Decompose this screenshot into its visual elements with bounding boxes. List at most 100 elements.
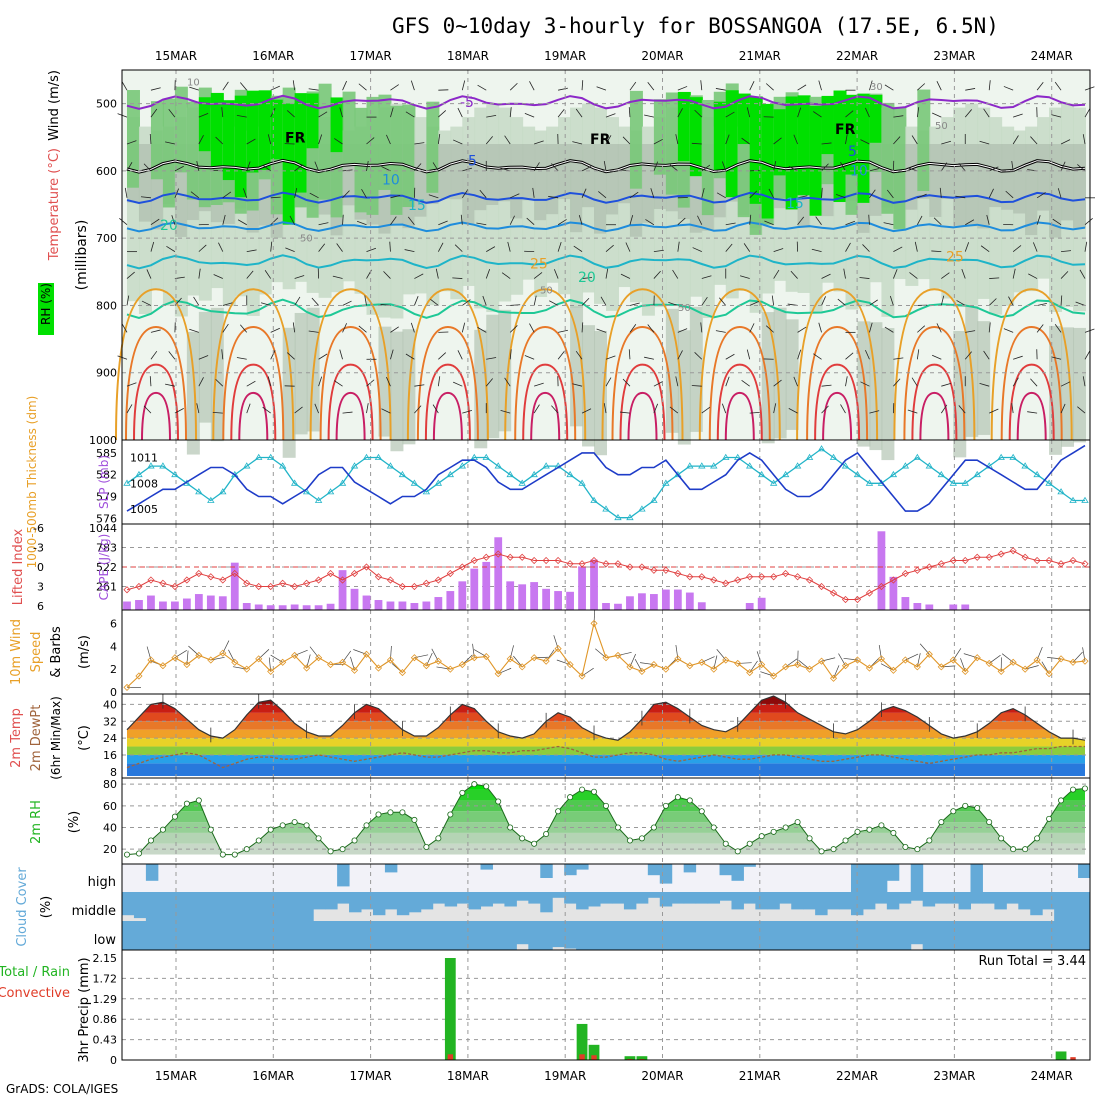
wind-barb <box>476 222 487 226</box>
wind-barb <box>342 169 353 172</box>
temp-axis-label-3: (6hr Min/Max) <box>49 696 63 780</box>
wind-barb <box>647 324 655 333</box>
slp-point <box>362 453 371 460</box>
wind-barb <box>721 161 727 172</box>
wind-barb <box>529 81 535 91</box>
wind-barb <box>1082 376 1086 387</box>
cloud-bar <box>145 864 159 881</box>
wind-barb <box>650 188 655 198</box>
slp-point <box>793 462 802 469</box>
wind-barb <box>1054 324 1062 333</box>
y-tick-label: 579 <box>96 491 117 504</box>
rh-band <box>797 95 811 196</box>
precip-tick-label: 0.43 <box>93 1034 118 1047</box>
wind-barb <box>457 350 463 360</box>
wind-barb <box>462 299 471 306</box>
wind-barb <box>1012 377 1019 387</box>
wind-barb <box>653 403 659 414</box>
cape-bar <box>194 594 203 610</box>
wind-speed-point <box>973 654 981 662</box>
wind-speed-point <box>853 656 862 664</box>
wind-barb <box>414 296 419 306</box>
rh-band <box>641 144 655 223</box>
wind-barb <box>548 196 559 199</box>
li-point <box>770 573 778 581</box>
slp-point <box>626 513 634 521</box>
rh-point <box>339 846 346 853</box>
cloud-bar <box>169 921 183 950</box>
li-point <box>566 560 574 568</box>
wind-barb <box>749 214 752 225</box>
wind-barb <box>958 405 966 414</box>
rh-point <box>878 822 885 829</box>
wind-barb <box>694 352 703 360</box>
wind-speed-point <box>949 656 957 664</box>
wind-speed-point <box>255 655 263 663</box>
cloud-bar <box>253 921 266 950</box>
temp-axis-label-1: 2m Temp <box>9 708 24 768</box>
wind-barb <box>1003 328 1014 333</box>
precip-conv-bar <box>591 1055 597 1060</box>
precip-axis-label: 3hr Precip (mm) <box>77 957 92 1062</box>
cape-bar <box>745 603 754 610</box>
cloud-bar <box>444 921 458 950</box>
cape-bar <box>590 559 598 610</box>
precip-conv-bar <box>447 1054 454 1060</box>
warm-dome-contour <box>335 391 366 441</box>
cloud-bar <box>528 892 541 904</box>
rh-band <box>127 90 140 188</box>
wind-speed-point <box>219 649 227 657</box>
warm-dome-contour <box>238 391 269 441</box>
wind-barb <box>532 187 535 198</box>
slp-point <box>889 470 898 478</box>
wind-speed-point <box>327 661 335 669</box>
slp-point <box>757 470 766 478</box>
date-label-bottom: 21MAR <box>739 1069 781 1083</box>
wind-barb <box>437 376 441 387</box>
li-point <box>782 569 790 578</box>
wind-barb <box>893 378 901 387</box>
wind-barb <box>1036 82 1044 91</box>
cloud-bar <box>743 892 756 904</box>
wind-barb <box>534 382 544 387</box>
wind-speed-point <box>147 656 155 664</box>
cloud-bar <box>456 892 470 904</box>
wind-barb <box>965 330 976 333</box>
wind-speed-point <box>482 653 490 661</box>
rh-point <box>267 826 274 833</box>
cloud-bar <box>408 921 422 950</box>
cloud-bar <box>623 892 637 910</box>
wind-barb <box>246 270 254 279</box>
cloud-bar <box>540 921 553 950</box>
wind-barb <box>821 273 831 279</box>
cloud-bar <box>205 921 219 950</box>
wind-barb <box>461 322 466 333</box>
cloud-bar <box>396 892 410 916</box>
wind-barb <box>941 383 952 387</box>
li-point <box>853 595 862 604</box>
contour-label: 10 <box>850 164 868 180</box>
cloud-bar <box>122 921 135 950</box>
wind-barb <box>557 219 567 226</box>
slp-point <box>314 496 323 503</box>
thickness-line <box>126 444 1086 512</box>
rh-point <box>279 822 286 829</box>
wind-speed-point <box>159 662 167 670</box>
wind-barb <box>790 270 798 279</box>
cloud-bar <box>564 892 577 904</box>
cloud-bar <box>862 864 876 892</box>
wind-barb <box>1036 192 1046 199</box>
contour-label: 20 <box>160 218 178 234</box>
rh-band <box>1001 144 1015 210</box>
rh-point <box>231 851 238 858</box>
wind-barb <box>869 80 873 91</box>
li-point <box>590 556 598 565</box>
wind-barb <box>292 80 296 91</box>
wind-barb <box>414 273 424 279</box>
li-point <box>470 556 478 565</box>
wind-barb <box>821 142 832 145</box>
wind-barb <box>509 325 518 333</box>
grads-credit: GrADS: COLA/IGES <box>6 1082 119 1096</box>
cape-bar <box>542 588 551 610</box>
slp-point <box>674 470 682 478</box>
